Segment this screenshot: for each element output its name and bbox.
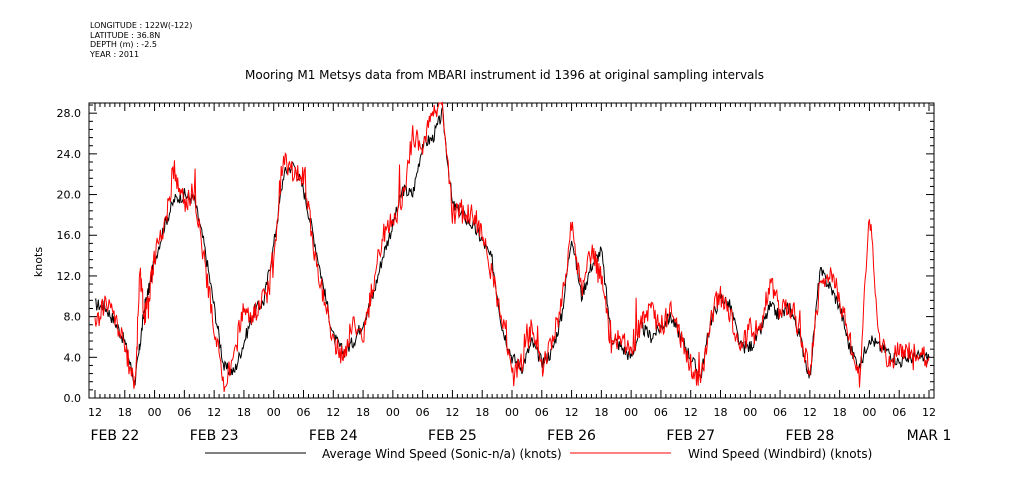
x-tick-label: 00 <box>386 406 400 419</box>
series-avg-wind-line <box>94 106 930 386</box>
x-tick-label: 00 <box>267 406 281 419</box>
x-day-label: FEB 26 <box>547 428 596 444</box>
y-axis-label: knots <box>32 247 45 277</box>
x-tick-label: 06 <box>773 406 787 419</box>
latitude-text: LATITUDE : 36.8N <box>90 30 161 40</box>
legend-windbird-label: Wind Speed (Windbird) (knots) <box>688 447 872 461</box>
depth-text: DEPTH (m) : -2.5 <box>90 40 157 49</box>
x-tick-label: 18 <box>475 406 489 419</box>
x-tick-label: 00 <box>148 406 162 419</box>
y-tick-label: 12.0 <box>57 270 82 283</box>
series-windbird-line <box>94 101 930 392</box>
x-day-label: FEB 27 <box>666 428 715 444</box>
x-tick-label: 06 <box>416 406 430 419</box>
y-tick-label: 28.0 <box>57 107 82 120</box>
x-tick-label: 12 <box>445 406 459 419</box>
metadata-block: LONGITUDE : 122W(-122) LATITUDE : 36.8N … <box>90 21 192 59</box>
series-layer <box>94 101 930 392</box>
x-tick-label: 18 <box>118 406 132 419</box>
x-tick-label: 06 <box>177 406 191 419</box>
x-tick-label: 12 <box>684 406 698 419</box>
x-day-label: FEB 24 <box>309 428 358 444</box>
y-tick-label: 20.0 <box>57 189 82 202</box>
x-tick-label: 18 <box>237 406 251 419</box>
x-day-label: FEB 28 <box>785 428 834 444</box>
year-text: YEAR : 2011 <box>90 49 140 59</box>
x-tick-label: 12 <box>803 406 817 419</box>
longitude-text: LONGITUDE : 122W(-122) <box>90 21 193 30</box>
x-tick-label: 12 <box>207 406 221 419</box>
x-tick-label: 18 <box>356 406 370 419</box>
y-tick-label: 0.0 <box>64 392 82 405</box>
x-tick-label: 12 <box>88 406 102 419</box>
x-tick-label: 12 <box>326 406 340 419</box>
plot-axes: 12 18 00 06 12 18 00 06 12 18 00 06 12 18 00 06 12 18 00 06… <box>57 102 952 444</box>
y-tick-label: 16.0 <box>57 229 82 242</box>
x-tick-label: 06 <box>535 406 549 419</box>
y-tick-label: 24.0 <box>57 148 82 161</box>
legend-avg-label: Average Wind Speed (Sonic-n/a) (knots) <box>322 447 562 461</box>
x-tick-label: 00 <box>862 406 876 419</box>
x-day-label: FEB 22 <box>90 428 139 444</box>
chart-title: Mooring M1 Metsys data from MBARI instru… <box>245 68 764 82</box>
x-day-label: FEB 23 <box>190 428 239 444</box>
x-tick-label: 18 <box>594 406 608 419</box>
x-tick-label: 06 <box>297 406 311 419</box>
legend: Average Wind Speed (Sonic-n/a) (knots) W… <box>205 447 872 461</box>
x-tick-label: 18 <box>833 406 847 419</box>
y-tick-label: 8.0 <box>64 311 82 324</box>
x-tick-label: 00 <box>743 406 757 419</box>
x-tick-label: 06 <box>892 406 906 419</box>
x-tick-label: 18 <box>714 406 728 419</box>
x-tick-label: 00 <box>505 406 519 419</box>
x-day-label: FEB 25 <box>428 428 477 444</box>
x-day-label: MAR 1 <box>907 428 952 444</box>
x-tick-label: 12 <box>922 406 936 419</box>
y-tick-label: 4.0 <box>64 351 82 364</box>
x-tick-label: 00 <box>624 406 638 419</box>
x-tick-label: 12 <box>565 406 579 419</box>
x-tick-label: 06 <box>654 406 668 419</box>
